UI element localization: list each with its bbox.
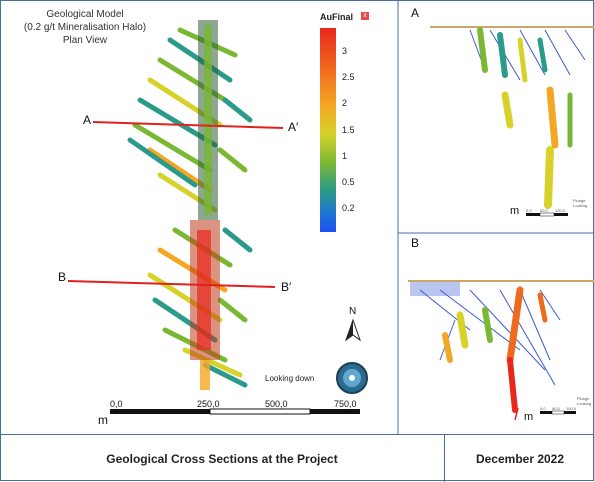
section-a-graphic [430, 26, 594, 217]
scale-tick-label: 0,0 [110, 399, 123, 409]
section-a-scale-unit: m [510, 205, 520, 217]
section-b-scale-tick: 100,0 [566, 406, 577, 411]
section-a-plunge-label: Plunge [573, 198, 586, 203]
title-line-3: Plan View [62, 35, 108, 46]
section-a-looking-label: Looking [573, 203, 588, 208]
section-b-end-label: B′ [281, 280, 292, 294]
north-label: N [349, 306, 357, 317]
legend-title: AuFinal [320, 12, 353, 22]
footer-bar: Geological Cross Sections at the Project… [0, 434, 594, 482]
section-b-graphic [408, 280, 594, 421]
legend-tick: 2.5 [342, 72, 355, 82]
section-b-scale-unit: m [524, 411, 534, 423]
legend-color-bar [320, 28, 336, 232]
footer-date: December 2022 [444, 435, 594, 482]
section-line-a [92, 121, 284, 129]
legend-tick: 0.5 [342, 177, 355, 187]
legend-tick: 1 [342, 151, 348, 161]
section-b-plunge-label: Plunge [577, 396, 590, 401]
plan-view-model [127, 20, 253, 390]
section-a-title: A [411, 6, 420, 20]
section-a-end-label: A′ [288, 120, 299, 134]
compass-globe-icon[interactable] [336, 362, 368, 394]
legend-tick: 3 [342, 46, 348, 56]
scale-unit-label: m [98, 413, 108, 427]
legend-tick: 1.5 [342, 125, 355, 135]
plan-view-title: Geological Model (0.2 g/t Mineralisation… [20, 8, 150, 47]
section-b-start-label: B [58, 270, 67, 284]
section-b-looking-label: Looking [577, 401, 592, 406]
looking-down-label: Looking down [265, 374, 315, 383]
section-b-scale-tick: 0,0 [540, 406, 546, 411]
section-a-scale-tick: 0,0 [526, 208, 532, 213]
scale-tick-label: 750,0 [334, 399, 357, 409]
section-line-b [67, 280, 276, 288]
legend-tick: 0.2 [342, 203, 355, 213]
main-scale-bar [110, 408, 360, 415]
scale-tick-label: 250,0 [197, 399, 220, 409]
legend-tick: 2 [342, 98, 348, 108]
section-a-scale-tick: 100,0 [555, 208, 566, 213]
section-b-scale-tick: 50,0 [552, 406, 560, 411]
section-a-scale-tick: 50,0 [540, 208, 548, 213]
footer-caption: Geological Cross Sections at the Project [106, 451, 338, 466]
section-a-start-label: A [83, 113, 92, 127]
title-line-2: (0.2 g/t Mineralisation Halo) [23, 22, 147, 33]
north-arrow-icon [345, 318, 361, 342]
legend-close-icon[interactable]: x [361, 12, 369, 20]
scale-tick-label: 500,0 [265, 399, 288, 409]
section-b-title: B [411, 236, 420, 250]
title-line-1: Geological Model [46, 9, 124, 20]
